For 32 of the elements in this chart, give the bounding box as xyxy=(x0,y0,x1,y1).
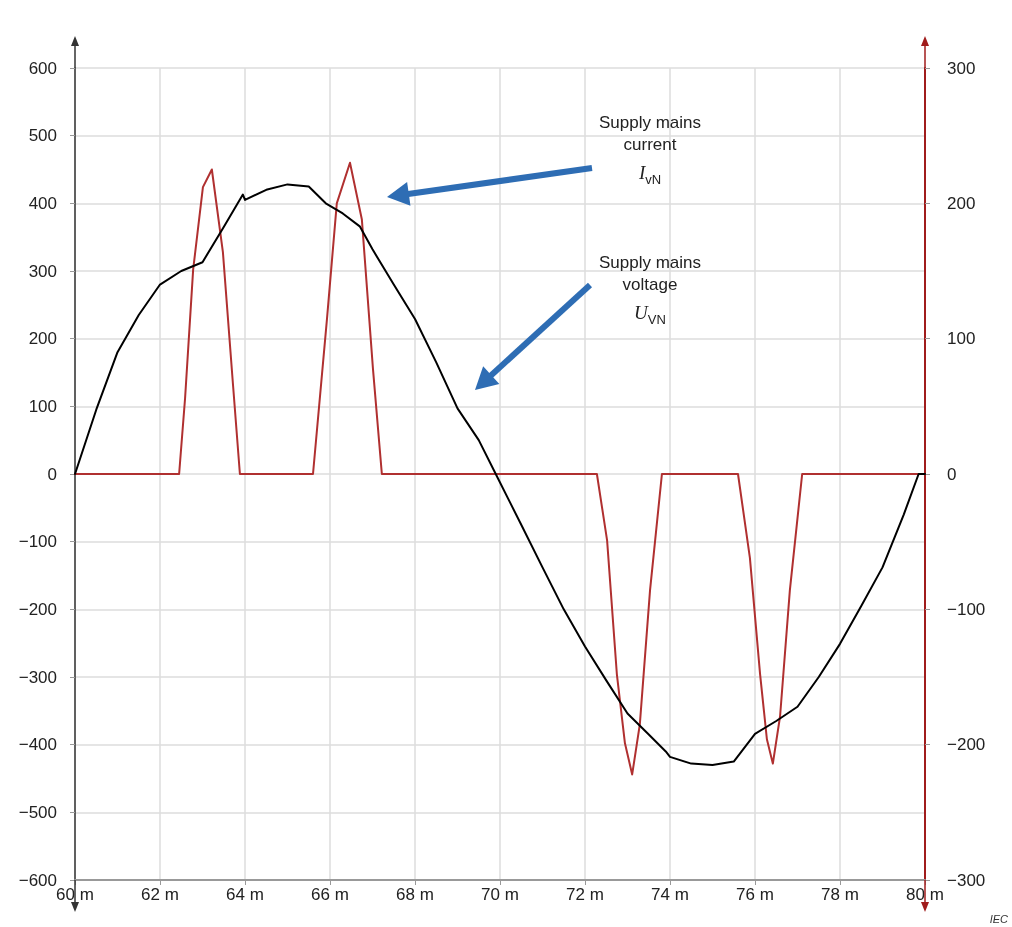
y2-tick-label: −300 xyxy=(947,870,986,890)
y-tick-label: −300 xyxy=(18,667,57,687)
y2-tick-label: 100 xyxy=(947,329,976,349)
text: IEC xyxy=(989,913,1008,925)
y2-tick-label: 0 xyxy=(947,464,957,484)
y-tick-label: −200 xyxy=(18,599,57,619)
y-tick-label: 500 xyxy=(28,126,57,146)
y-tick-label: 100 xyxy=(28,396,57,416)
x-tick-label: 70 m xyxy=(481,885,519,904)
y-tick-label: −500 xyxy=(18,802,57,822)
y-tick-label: −100 xyxy=(18,532,57,552)
annotation: Supply mains voltage U$_{VN}$ xyxy=(597,252,703,329)
x-tick-label: 68 m xyxy=(396,885,434,904)
y-tick-label: −600 xyxy=(18,870,57,890)
y-tick-label: 300 xyxy=(28,261,57,281)
y-tick-label: 400 xyxy=(28,193,57,213)
y2-tick-label: −200 xyxy=(947,735,986,755)
x-tick-label: 72 m xyxy=(566,885,604,904)
y-tick-label: 600 xyxy=(28,58,57,78)
x-tick-label: 76 m xyxy=(736,885,774,904)
x-tick-label: 64 m xyxy=(226,885,264,904)
y2-tick-label: −100 xyxy=(947,599,986,619)
y2-tick-label: 200 xyxy=(947,193,976,213)
x-tick-label: 62 m xyxy=(141,885,179,904)
y2-tick-label: 300 xyxy=(947,58,976,78)
y-tick-label: −400 xyxy=(18,735,57,755)
x-tick-label: 78 m xyxy=(821,885,859,904)
annotation: Supply mains current I$_{vN}$ xyxy=(597,112,703,189)
x-tick-label: 66 m xyxy=(311,885,349,904)
x-tick-label: 74 m xyxy=(651,885,689,904)
y-tick-label: 200 xyxy=(28,329,57,349)
y-tick-label: 0 xyxy=(47,464,57,484)
